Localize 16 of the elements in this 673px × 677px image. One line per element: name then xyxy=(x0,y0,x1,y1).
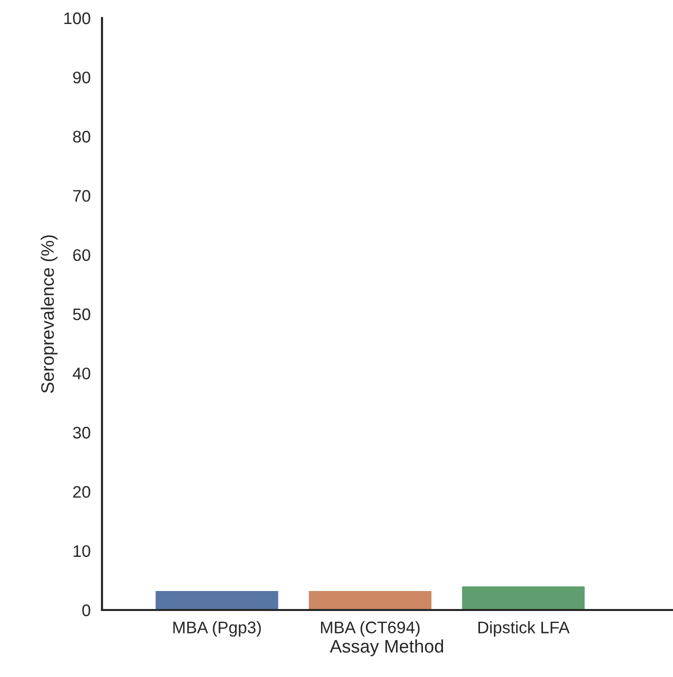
y-tick-label: 10 xyxy=(74,545,90,558)
x-tick-label: MBA (Pgp3) xyxy=(173,621,261,637)
y-tick-label: 90 xyxy=(73,72,90,84)
y-tick-label: 100 xyxy=(64,12,90,24)
y-tick-label: 40 xyxy=(72,368,90,380)
y-tick-label: 20 xyxy=(73,486,90,498)
y-tick-label: 60 xyxy=(73,249,90,262)
x-axis-title: Assay Method xyxy=(330,639,444,656)
y-tick-label: 80 xyxy=(73,130,90,143)
x-tick-label: MBA (CT694) xyxy=(321,621,420,637)
y-tick-label: 30 xyxy=(72,426,90,439)
y-tick-label: 50 xyxy=(73,308,90,320)
y-tick-label: 0 xyxy=(82,604,90,616)
y-axis-title: Seroprevalence (%) xyxy=(40,235,58,393)
y-tick-label: 70 xyxy=(73,190,90,202)
x-tick-label: Dipstick LFA xyxy=(478,621,570,637)
